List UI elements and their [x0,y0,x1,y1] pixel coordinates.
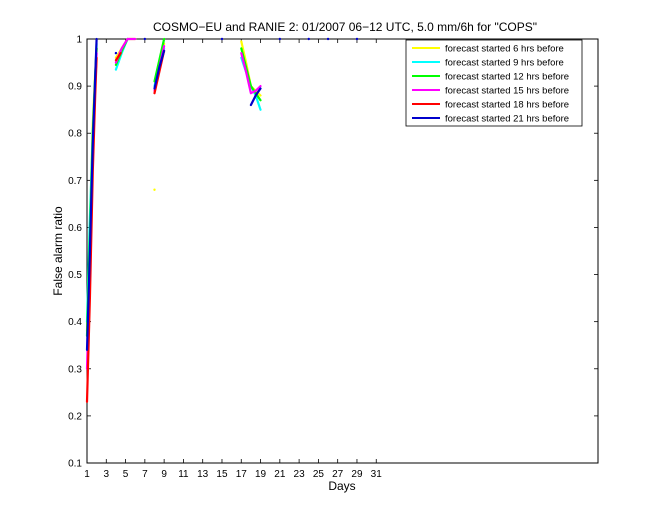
y-tick-label: 0.2 [68,411,82,422]
legend-label: forecast started 15 hrs before [445,86,569,97]
y-tick-label: 0.4 [68,317,82,328]
legend-label: forecast started 6 hrs before [445,44,564,55]
series-line [249,87,262,107]
series-line [240,52,262,95]
x-tick-label: 31 [371,469,383,480]
x-tick-label: 13 [197,469,209,480]
x-axis-title: Days [328,479,355,493]
legend-label: forecast started 18 hrs before [445,100,569,111]
series-line [85,37,98,351]
legend-label: forecast started 9 hrs before [445,58,564,69]
x-tick-label: 5 [123,469,129,480]
data-point [355,37,359,41]
legend-label: forecast started 21 hrs before [445,114,569,125]
x-tick-label: 11 [178,469,189,480]
y-tick-label: 0.8 [68,129,82,140]
legend: forecast started 6 hrs before forecast st… [405,39,583,127]
series-5 [85,37,359,351]
x-tick-label: 7 [142,469,148,480]
legend-label: forecast started 12 hrs before [445,72,569,83]
data-point [114,51,118,55]
series-line [240,47,262,102]
x-tick-label: 15 [216,469,228,480]
x-tick-label: 3 [104,469,110,480]
data-point [326,37,330,41]
x-tick-label: 1 [84,469,90,480]
y-axis: 0.1 0.2 0.3 0.4 0.5 0.6 0.7 0.8 0.9 1 [68,35,598,470]
y-tick-label: 1 [76,35,82,46]
chart-title: COSMO−EU and RANIE 2: 01/2007 06−12 UTC,… [153,20,537,34]
series-line [153,37,166,83]
series-layer [85,37,359,403]
data-point [278,37,282,41]
x-tick-label: 23 [294,469,306,480]
data-point [220,37,224,41]
x-tick-label: 17 [236,469,248,480]
data-point [153,188,156,191]
x-tick-label: 19 [255,469,267,480]
series-line [114,52,122,62]
y-tick-label: 0.7 [68,176,82,187]
data-point [307,37,310,41]
data-point [143,37,147,41]
x-tick-label: 21 [274,469,286,480]
y-tick-label: 0.6 [68,223,82,234]
y-tick-label: 0.5 [68,270,82,281]
legend-box [405,39,583,127]
y-tick-label: 0.3 [68,364,82,375]
y-tick-label: 0.1 [68,459,82,470]
x-tick-label: 9 [161,469,167,480]
x-tick-label: 25 [313,469,325,480]
x-tick-label: 29 [351,469,363,480]
x-tick-label: 27 [332,469,344,480]
series-line [153,49,166,90]
y-axis-title: False alarm ratio [51,206,65,296]
y-tick-label: 0.9 [68,82,82,93]
